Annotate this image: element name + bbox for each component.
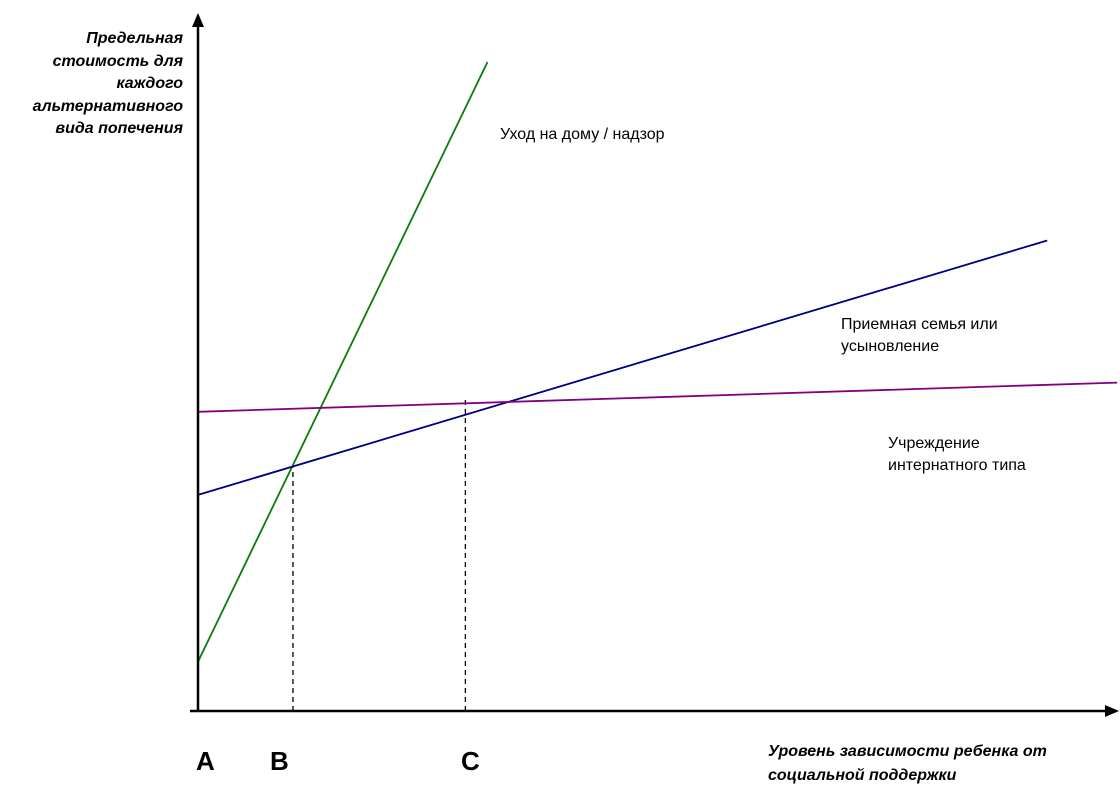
- x-tick-label-c: C: [461, 746, 480, 776]
- series-line-foster-adoption: [197, 239, 1048, 496]
- series-line-institution: [197, 381, 1118, 413]
- series-label-foster-adoption: Приемная семья или усыновление: [841, 316, 998, 355]
- x-axis-arrowhead: [1105, 705, 1119, 717]
- series-label-home-care: Уход на дому / надзор: [500, 126, 665, 143]
- series-label-institution: Учреждение интернатного типа: [888, 435, 1026, 474]
- x-tick-label-a: A: [196, 746, 215, 776]
- x-tick-label-b: B: [270, 746, 289, 776]
- y-axis-arrowhead: [192, 13, 204, 27]
- series-line-home-care: [197, 61, 489, 663]
- y-axis-title: Предельная стоимость для каждого альтерн…: [32, 30, 183, 137]
- x-axis-title: Уровень зависимости ребенка от социально…: [768, 743, 1047, 784]
